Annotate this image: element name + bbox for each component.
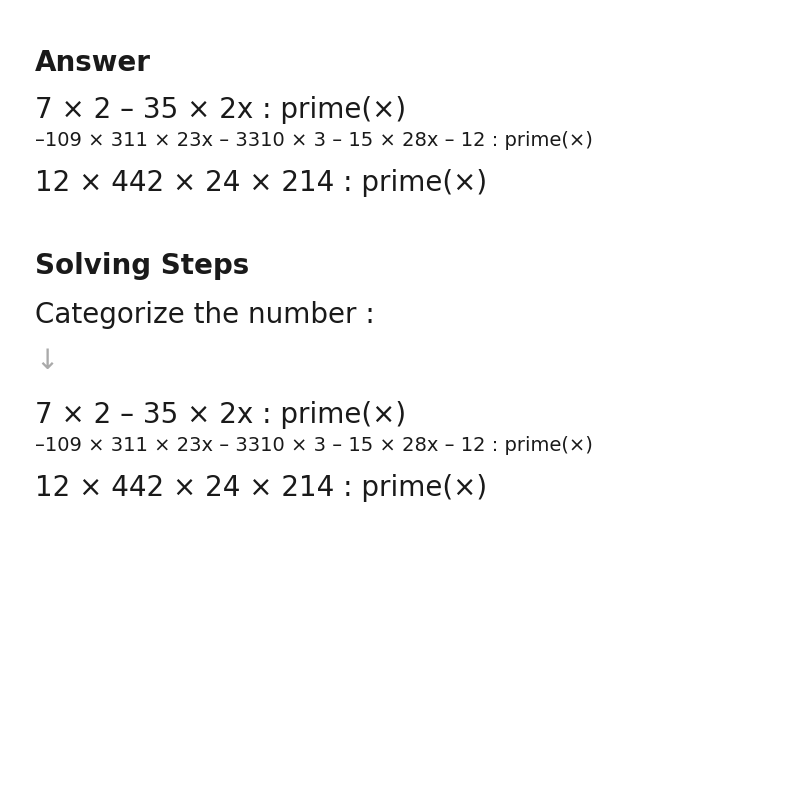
Text: 12 × 442 × 24 × 214 : prime(×): 12 × 442 × 24 × 214 : prime(×) [35, 474, 487, 502]
Text: –109 × 311 × 23x – 3310 × 3 – 15 × 28x – 12 : prime(×): –109 × 311 × 23x – 3310 × 3 – 15 × 28x –… [35, 436, 593, 455]
Text: ↓: ↓ [35, 347, 58, 376]
Text: 12 × 442 × 24 × 214 : prime(×): 12 × 442 × 24 × 214 : prime(×) [35, 169, 487, 197]
Text: 7 × 2 – 35 × 2x : prime(×): 7 × 2 – 35 × 2x : prime(×) [35, 96, 406, 124]
Text: –109 × 311 × 23x – 3310 × 3 – 15 × 28x – 12 : prime(×): –109 × 311 × 23x – 3310 × 3 – 15 × 28x –… [35, 131, 593, 150]
Text: Solving Steps: Solving Steps [35, 252, 250, 280]
Text: Categorize the number :: Categorize the number : [35, 301, 375, 329]
Text: Answer: Answer [35, 49, 151, 77]
Text: 7 × 2 – 35 × 2x : prime(×): 7 × 2 – 35 × 2x : prime(×) [35, 401, 406, 429]
